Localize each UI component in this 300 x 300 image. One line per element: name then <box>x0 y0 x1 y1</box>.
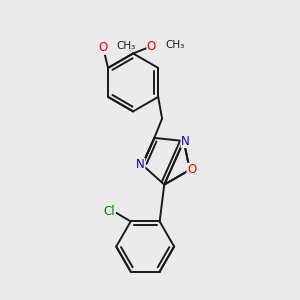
Text: CH₃: CH₃ <box>165 40 184 50</box>
Text: CH₃: CH₃ <box>117 41 136 51</box>
Text: O: O <box>147 40 156 53</box>
Text: N: N <box>136 158 145 171</box>
Text: O: O <box>99 41 108 54</box>
Text: Cl: Cl <box>103 205 115 218</box>
Text: O: O <box>187 164 196 176</box>
Text: N: N <box>181 134 190 148</box>
